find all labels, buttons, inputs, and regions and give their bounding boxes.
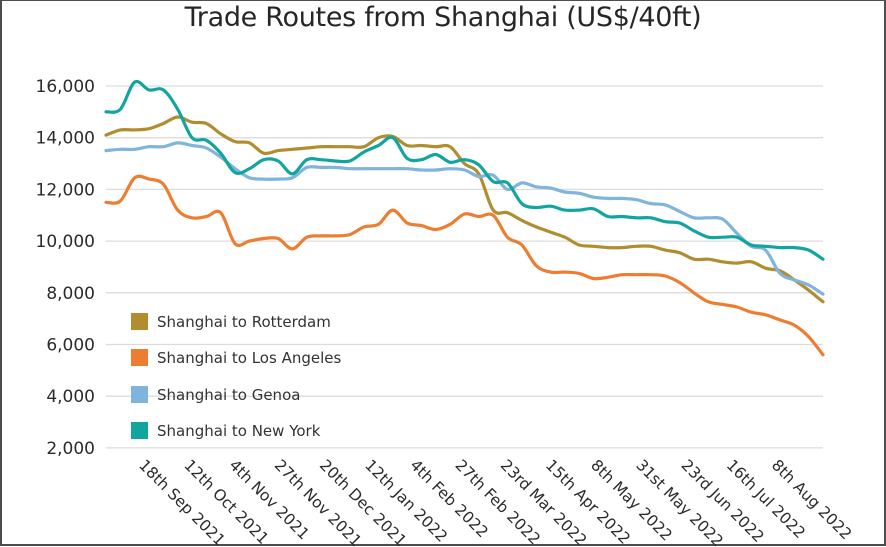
series-line-shanghai-to-rotterdam — [104, 115, 825, 304]
y-tick-label: 4,000 — [46, 387, 95, 407]
series-line-shanghai-to-new-york — [104, 79, 825, 261]
legend: Shanghai to Rotterdam Shanghai to Los Ang… — [131, 313, 341, 440]
x-tick-label: 8th Aug 2022 — [768, 456, 855, 543]
legend-swatch — [131, 349, 148, 366]
y-tick-label: 14,000 — [36, 129, 95, 149]
legend-swatch — [131, 422, 148, 439]
legend-swatch — [131, 313, 148, 330]
legend-item: Shanghai to New York — [131, 422, 321, 440]
x-tick-label: 8th May 2022 — [587, 456, 675, 544]
y-tick-label: 10,000 — [36, 232, 95, 252]
legend-swatch — [131, 386, 148, 403]
y-axis: 2,000 4,000 6,000 8,000 10,000 12,000 14,000 16… — [36, 77, 95, 459]
y-tick-label: 16,000 — [36, 77, 95, 97]
legend-label: Shanghai to New York — [157, 422, 321, 440]
legend-label: Shanghai to Los Angeles — [157, 349, 341, 367]
series-line-shanghai-to-los-angeles — [104, 174, 825, 357]
legend-item: Shanghai to Rotterdam — [131, 313, 331, 331]
y-tick-label: 6,000 — [46, 336, 95, 356]
y-tick-label: 8,000 — [46, 284, 95, 304]
y-tick-label: 2,000 — [46, 439, 95, 459]
legend-label: Shanghai to Rotterdam — [157, 313, 331, 331]
x-tick-label: 4th Feb 2022 — [406, 456, 491, 541]
legend-label: Shanghai to Genoa — [157, 386, 300, 404]
legend-item: Shanghai to Los Angeles — [131, 349, 341, 367]
chart-title: Trade Routes from Shanghai (US$/40ft) — [184, 2, 702, 33]
series-lines — [104, 79, 825, 357]
x-tick-label: 16th Jul 2022 — [723, 456, 809, 542]
legend-item: Shanghai to Genoa — [131, 386, 300, 404]
y-tick-label: 12,000 — [36, 180, 95, 200]
x-tick-label: 4th Nov 2021 — [226, 456, 313, 543]
